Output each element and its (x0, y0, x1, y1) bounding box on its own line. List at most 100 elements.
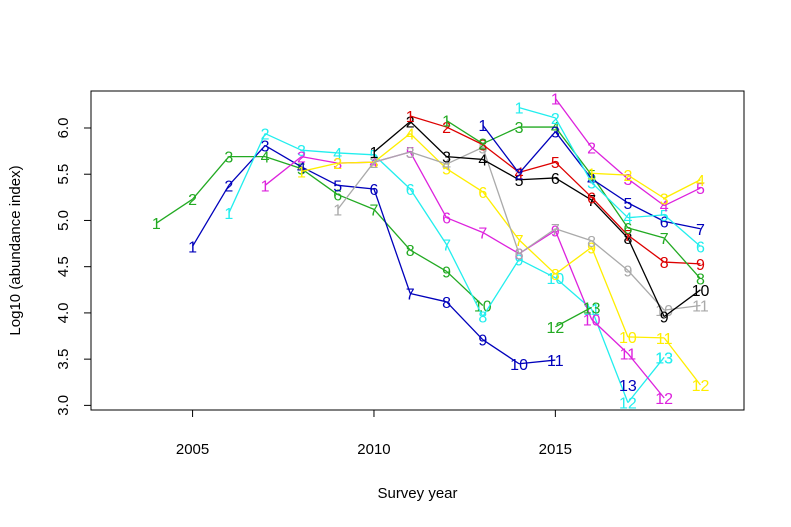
data-point-label: 2 (515, 166, 524, 183)
data-point-label: 2 (188, 192, 197, 209)
series-line-segment (264, 144, 302, 168)
data-point-label: 13 (655, 350, 673, 367)
data-point-label: 9 (660, 310, 669, 327)
series-line-segment (591, 196, 629, 236)
series-line-segment (591, 182, 629, 219)
series-line-segment (663, 187, 701, 207)
data-point-label: 11 (583, 302, 600, 319)
series-line-segment (627, 356, 665, 404)
data-point-label: 2 (333, 156, 342, 173)
data-point-label: 12 (619, 396, 637, 413)
series-line-segment (518, 131, 556, 174)
data-point-label: 2 (261, 127, 270, 144)
data-point-label: 2 (370, 155, 379, 172)
data-point-label: 3 (515, 120, 524, 137)
series-line-segment (373, 188, 411, 294)
series-line-segment (337, 161, 374, 164)
data-point-label: 8 (406, 243, 415, 260)
data-point-label: 4 (696, 173, 705, 190)
series-line-segment (519, 359, 556, 365)
data-point-label: 7 (660, 231, 669, 248)
data-point-label: 1 (261, 178, 270, 195)
series-line-segment (264, 156, 302, 186)
data-point-label: 5 (660, 208, 669, 225)
data-point-label: 7 (370, 202, 379, 219)
series-line-segment (627, 174, 665, 199)
series-line-segment (409, 121, 447, 158)
x-axis-title: Survey year (377, 485, 457, 502)
data-point-label: 5 (623, 196, 632, 213)
data-point-label: 11 (620, 347, 637, 364)
data-point-label: 8 (696, 272, 705, 289)
series-line-segment (301, 162, 338, 173)
data-point-label: 9 (587, 240, 596, 257)
data-point-label: 6 (660, 214, 669, 231)
series-13: 1 234 (587, 166, 705, 208)
data-point-label: 6 (478, 185, 487, 202)
data-point-label: 7 (442, 237, 451, 254)
data-point-label: 8 (442, 295, 451, 312)
series-line-segment (591, 146, 629, 180)
series-line-segment (663, 179, 701, 199)
series-line-segment (591, 240, 629, 271)
series-line-segment (591, 199, 629, 239)
data-point-label: 11 (692, 299, 709, 316)
data-point-label: 9 (478, 333, 487, 350)
data-point-label: 3 (224, 150, 233, 167)
series-line-segment (554, 98, 593, 148)
data-point-label: 7 (587, 193, 596, 210)
data-point-label: 2 (623, 168, 632, 185)
series-line-segment (591, 174, 629, 229)
data-point-label: 3 (333, 156, 342, 173)
data-point-label: 8 (623, 231, 632, 248)
data-point-label: 4 (587, 172, 596, 189)
series-line-segment (337, 193, 375, 210)
data-point-label: 9 (551, 224, 560, 241)
series-line-segment (627, 336, 665, 339)
series-line-segment (228, 145, 266, 186)
data-point-label: 5 (370, 148, 379, 165)
data-point-label: 2 (442, 120, 451, 137)
series-line-segment (591, 178, 629, 204)
series-line-segment (482, 339, 520, 365)
data-point-label: 3 (587, 176, 596, 193)
data-point-label: 1 (515, 101, 524, 118)
data-point-label: 5 (696, 181, 705, 198)
series-line-segment (373, 133, 411, 163)
y-tick-label: 6.0 (55, 118, 72, 139)
data-point-label: 6 (623, 221, 632, 238)
data-point-label: 1 (333, 202, 342, 219)
series-line-segment (337, 152, 374, 156)
data-point-label: 7 (478, 225, 487, 242)
series-line-segment (301, 156, 338, 164)
data-point-label: 3 (406, 145, 415, 162)
x-tick-label: 2010 (357, 441, 390, 458)
data-point-label: 3 (297, 143, 306, 160)
data-point-label: 3 (623, 172, 632, 189)
series-line-segment (591, 172, 628, 176)
series-15: 13 (619, 378, 637, 395)
x-axis: 2005 2010 2015 (176, 410, 572, 458)
series-line-segment (446, 168, 484, 193)
series-line-segment (337, 184, 375, 190)
data-point-label: 6 (587, 190, 596, 207)
data-point-label: 11 (656, 331, 673, 348)
data-point-label: 1 (587, 166, 596, 183)
data-point-label: 3 (660, 191, 669, 208)
series-line-segment (554, 246, 593, 275)
series-line-segment (409, 188, 448, 245)
data-point-label: 9 (515, 252, 524, 269)
data-point-label: 4 (660, 199, 669, 216)
data-point-label: 2 (224, 178, 233, 195)
data-point-label: 4 (406, 127, 415, 144)
series-line-segment (482, 124, 520, 174)
data-point-label: 4 (623, 211, 632, 228)
